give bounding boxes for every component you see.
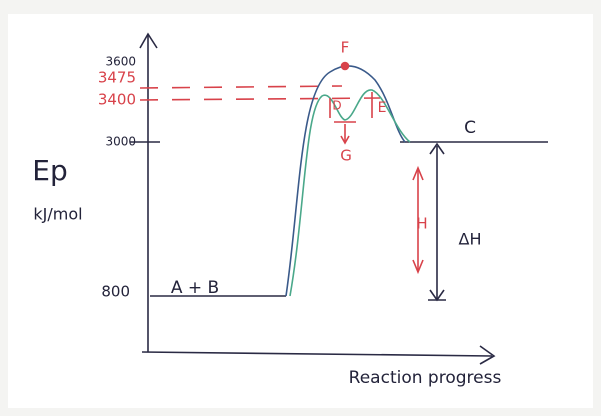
y-label: Ep xyxy=(32,154,67,187)
blue-curve xyxy=(285,65,406,297)
tick-label: 3400 xyxy=(98,91,136,109)
tick-label: 3600 xyxy=(105,55,136,69)
dashed-levels xyxy=(139,85,381,101)
axes xyxy=(130,32,548,365)
red-marks xyxy=(329,61,424,275)
peak-label: F xyxy=(341,39,350,57)
tick-label: 3475 xyxy=(98,69,136,87)
barrier-label: D xyxy=(332,99,341,113)
tick-label: 800 xyxy=(101,283,130,301)
products-label: C xyxy=(464,118,476,138)
x-label: Reaction progress xyxy=(349,368,502,388)
intermediate-label: G xyxy=(340,147,352,165)
reactants-label: A + B xyxy=(171,278,219,298)
green-curve xyxy=(289,89,411,297)
h-label: H xyxy=(416,215,427,233)
barrier-label: E xyxy=(378,100,387,116)
delta-h-label: ΔH xyxy=(459,230,482,249)
y-unit: kJ/mol xyxy=(33,205,82,224)
tick-label: 3000 xyxy=(105,135,136,149)
